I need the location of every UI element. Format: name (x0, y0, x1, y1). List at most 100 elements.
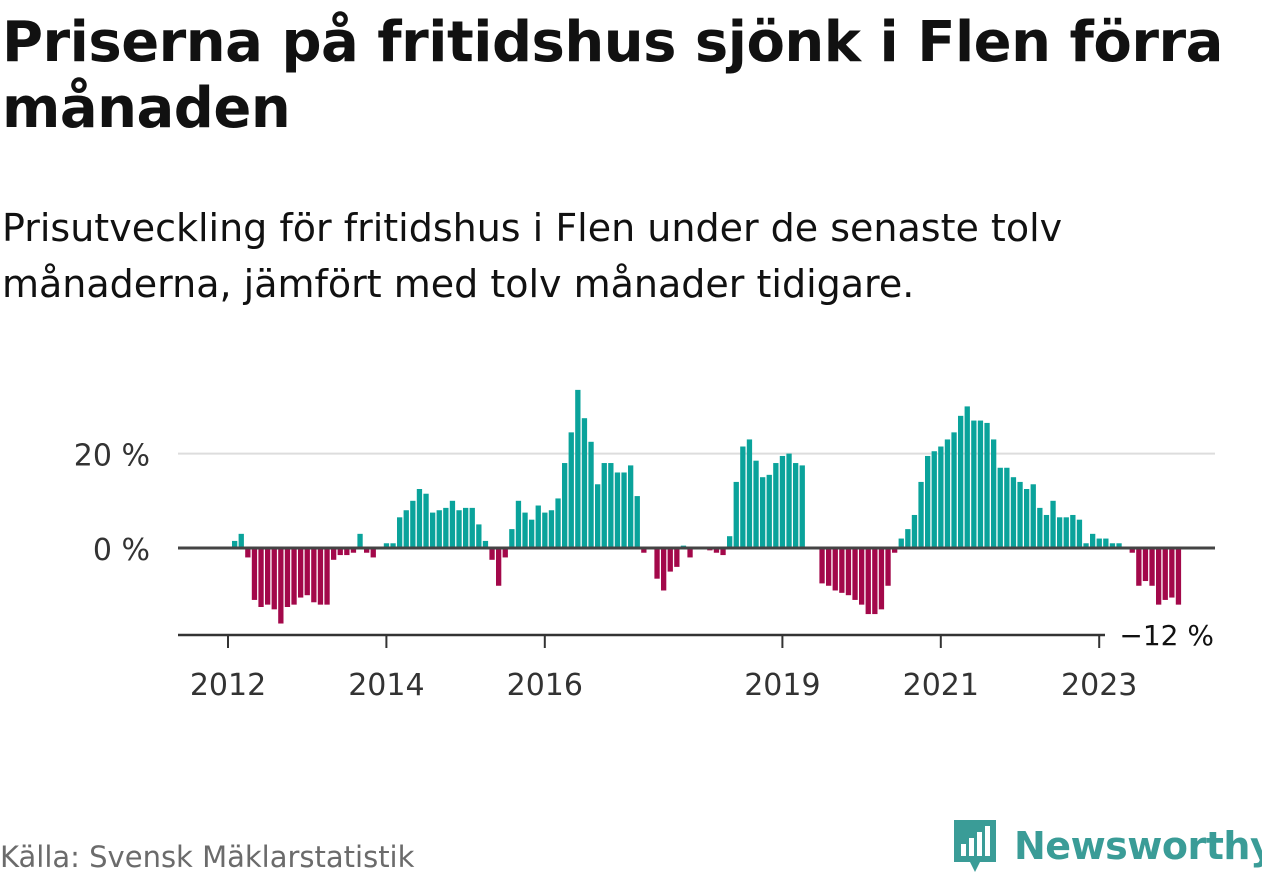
bar (984, 422, 990, 548)
bar (766, 474, 772, 548)
bar (997, 467, 1003, 548)
bar (575, 389, 581, 548)
bar (621, 472, 627, 548)
bar (1162, 548, 1168, 600)
source-note: Källa: Svensk Mäklarstatistik (0, 840, 415, 874)
bar (298, 548, 304, 598)
bar (865, 548, 871, 615)
bar (555, 498, 561, 548)
bar (628, 465, 634, 548)
bar (918, 481, 924, 548)
bar (469, 507, 475, 548)
bar (443, 507, 449, 548)
bar (476, 524, 482, 548)
bar (311, 548, 317, 603)
bar (958, 415, 964, 548)
bar (1136, 548, 1142, 586)
bar (674, 548, 680, 567)
bars (232, 389, 1182, 624)
bar (1010, 477, 1017, 548)
bar (258, 548, 264, 607)
bar (317, 548, 324, 605)
bar (232, 540, 238, 548)
x-tick-label: 2014 (348, 668, 424, 700)
bar (291, 548, 297, 605)
x-tick-label: 2019 (744, 668, 820, 700)
bar (931, 451, 937, 548)
x-tick-label: 2021 (903, 668, 979, 700)
bar (1070, 514, 1076, 548)
bar (390, 543, 396, 548)
bar (581, 418, 588, 548)
bar (786, 453, 792, 548)
x-tick-label: 2023 (1061, 668, 1137, 700)
bar (1149, 548, 1155, 586)
bar (925, 455, 931, 548)
bar (826, 548, 832, 586)
bar (839, 548, 845, 593)
bar (337, 548, 343, 556)
bar (1103, 538, 1109, 548)
bar (944, 439, 951, 548)
bar (430, 512, 436, 548)
bar (449, 500, 456, 548)
bar (588, 441, 594, 548)
bar (416, 489, 423, 548)
bar (779, 455, 786, 548)
bar (733, 481, 739, 548)
bar (608, 463, 614, 548)
y-tick-label: 0 % (93, 533, 150, 568)
y-tick-label: 20 % (74, 439, 150, 474)
bar (383, 543, 390, 548)
bar (331, 548, 337, 560)
axes (178, 546, 1215, 648)
bar (1043, 514, 1050, 548)
bar (878, 548, 885, 610)
bar (773, 463, 779, 548)
bar (370, 548, 376, 558)
bar (1129, 548, 1135, 553)
bar (304, 548, 310, 596)
bar (1004, 467, 1010, 548)
bar (357, 533, 363, 548)
bar (885, 548, 891, 586)
bar (687, 548, 693, 558)
bar (634, 496, 640, 548)
bar (1063, 517, 1069, 548)
bar (977, 420, 984, 548)
price-change-chart: 0 % 20 % 2012 2014 2016 2019 2021 2023 −12 % (74, 389, 1215, 700)
bar (1116, 543, 1122, 548)
bar (1057, 517, 1063, 548)
bar (482, 540, 489, 548)
bar (641, 548, 647, 553)
bar (1169, 548, 1175, 598)
bar (799, 465, 805, 548)
bar (1142, 548, 1149, 582)
bar (410, 500, 416, 548)
bar (1109, 543, 1116, 548)
bar (245, 548, 251, 558)
bar (720, 548, 726, 556)
bar (548, 510, 555, 548)
x-tick-label: 2016 (507, 668, 583, 700)
bar (456, 510, 462, 548)
bar (951, 432, 957, 548)
bar (436, 510, 442, 548)
bar (265, 548, 271, 605)
bar (991, 439, 997, 548)
bar (1017, 481, 1023, 548)
bar (542, 512, 548, 548)
bar (251, 548, 258, 600)
bar (529, 519, 535, 548)
bar (819, 548, 825, 584)
bar (740, 446, 746, 548)
last-value-label: −12 % (1119, 619, 1214, 652)
bar (964, 406, 970, 548)
bar (898, 538, 904, 548)
bar (502, 548, 508, 558)
bar (601, 463, 607, 548)
bar (568, 432, 574, 548)
bar (1037, 507, 1043, 548)
newsworthy-logo: Newsworthy (950, 816, 1262, 876)
bar (562, 463, 568, 548)
